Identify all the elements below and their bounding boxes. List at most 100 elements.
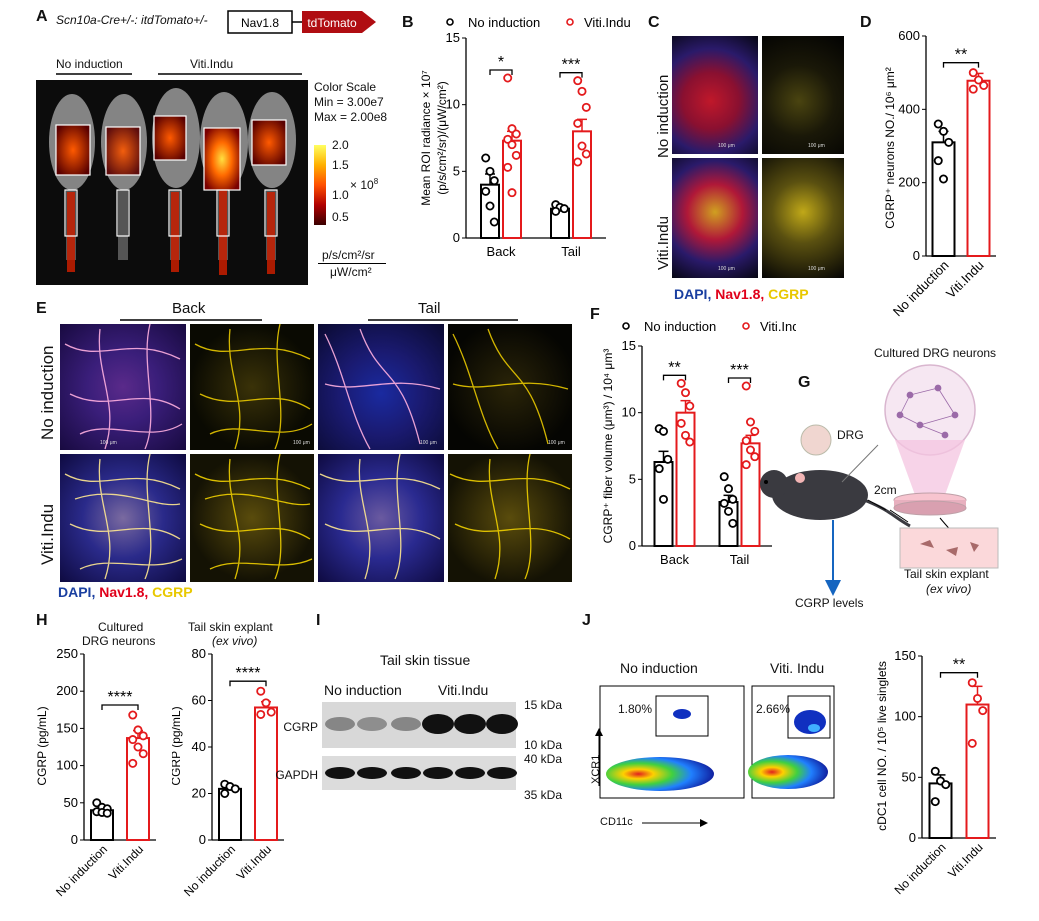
chart-h2-y-tick-label: 80 <box>192 646 206 661</box>
chart-f-viti-indu-bar <box>740 442 761 547</box>
chart-d-no-induction-data-point <box>933 119 943 129</box>
chart-f-no-induction-data-point <box>719 498 729 508</box>
e-tail-merge-viti <box>318 454 444 582</box>
g-schematic <box>760 364 999 596</box>
chart-d-x-tick-label: Viti.Indu <box>943 258 987 302</box>
panel-label-f: F <box>590 306 600 323</box>
chart-f-y-tick-label: 5 <box>629 471 636 486</box>
chart-j-y-tick-label: 0 <box>909 830 916 845</box>
e-back-merge-viti <box>60 454 186 582</box>
chart-h2-y-tick-label: 60 <box>192 693 206 708</box>
chart-j-significance-bracket <box>939 672 979 678</box>
e-col-tail: Tail <box>418 300 441 317</box>
i-blot <box>322 702 518 790</box>
chart-b-viti-indu-data-point <box>573 118 583 128</box>
i-band-cgrp-label: CGRP <box>283 720 318 734</box>
chart-b-viti-indu-data-point <box>577 86 587 96</box>
e-scale-3: 100 μm <box>420 440 437 446</box>
i-group-viti: Viti.Indu <box>438 682 489 698</box>
chart-j-no-induction-data-point <box>930 766 940 776</box>
chart-d-viti-indu-data-point <box>974 75 984 85</box>
chart-d-y-tick-label: 0 <box>913 248 920 263</box>
scale-min: Min = 3.00e7 <box>314 95 384 109</box>
chart-h1-significance-label: **** <box>108 689 133 706</box>
chart-b-significance-bracket <box>559 72 583 78</box>
scale-tick-1.5: 1.5 <box>332 158 349 172</box>
chart-b-2-y-label: (p/s/cm²/sr)/(μW/cm²) <box>435 81 449 195</box>
panel-label-b: B <box>402 14 414 31</box>
chart-b-no-induction-data-point <box>481 153 491 163</box>
e-scale-2: 100 μm <box>293 440 310 446</box>
c-scale-2: 100 μm <box>808 143 825 149</box>
chart-h1-y-tick-label: 200 <box>56 683 78 698</box>
color-scale-bar <box>314 145 326 225</box>
chart-f: 0 5 10 15 Back ** Tail *** No induction Viti.Indu… <box>601 319 796 567</box>
chart-f-significance-label: ** <box>668 359 680 376</box>
chart-h1-viti-indu-data-point <box>128 758 138 768</box>
chart-f-legend-marker-no-induction <box>622 322 630 330</box>
chart-f-x-tick-label: Tail <box>730 552 750 567</box>
chart-f-legend-marker-viti <box>742 322 750 330</box>
e-col-lines <box>120 319 518 321</box>
chart-h1-viti-indu-data-point <box>128 710 138 720</box>
chart-f-legend-no-induction: No induction <box>644 319 716 334</box>
chart-h1-x-tick-label: Viti.Indu <box>106 842 146 882</box>
e-row-no-induction: No induction <box>38 345 57 440</box>
genotype-label: Scn10a-Cre+/-: itdTomato+/- <box>56 13 208 27</box>
g-explant-label: Tail skin explant <box>904 567 989 581</box>
chart-f-significance-bracket <box>662 374 687 381</box>
i-band-gapdh-label: GAPDH <box>275 768 318 782</box>
chart-j-no-induction-data-point <box>930 797 940 807</box>
scale-tick-1.0: 1.0 <box>332 188 349 202</box>
chart-f-viti-indu-data-point <box>741 381 751 391</box>
panel-label-i: I <box>316 612 321 629</box>
e-back-cgrp-no <box>190 324 314 450</box>
c-row-viti: Viti.Indu <box>655 216 672 270</box>
chart-b-viti-indu-data-point <box>507 140 517 150</box>
panel-label-j: J <box>582 612 591 629</box>
j-flow-viti-title: Viti. Indu <box>770 660 825 676</box>
chart-h1-y-tick-label: 0 <box>71 832 78 847</box>
panel-label-g: G <box>798 374 811 391</box>
chart-f-no-induction-data-point <box>654 464 664 474</box>
chart-h1-y-tick-label: 100 <box>56 758 78 773</box>
c-row-no-induction: No induction <box>655 74 672 158</box>
chart-b-viti-indu-data-point <box>503 162 513 172</box>
chart-f-legend-viti: Viti.Indu <box>760 319 796 334</box>
construct-nav-text: Nav1.8 <box>241 16 279 30</box>
h-sub1-line1: Cultured <box>98 620 144 634</box>
chart-f-no-induction-bar <box>653 461 674 547</box>
g-levels-label: CGRP levels <box>795 596 864 610</box>
chart-h2-x-tick-label: Viti.Indu <box>234 842 274 882</box>
chart-f-y-label: CGRP⁺ fiber volume (μm³) / 10⁴ μm³ <box>601 349 615 544</box>
chart-f-no-induction-data-point <box>659 494 669 504</box>
chart-b-y-tick-label: 0 <box>453 230 460 245</box>
chart-f-significance-bracket <box>727 377 752 383</box>
chart-f-viti-indu-data-point <box>750 426 760 436</box>
chart-j-no-induction-bar <box>928 782 953 839</box>
chart-b-significance-bracket <box>489 69 513 75</box>
scale-title: Color Scale <box>314 80 377 94</box>
i-kda-10: 10 kDa <box>524 738 563 752</box>
chart-d-viti-indu-bar <box>966 79 991 257</box>
chart-f-significance-label: *** <box>730 362 749 379</box>
chart-b-viti-indu-data-point <box>581 102 591 112</box>
chart-f-y-tick-label: 10 <box>622 405 636 420</box>
e-scale-1: 100 μm <box>100 440 117 446</box>
chart-b-viti-indu-data-point <box>511 129 521 139</box>
chart-j-viti-indu-data-point <box>967 738 977 748</box>
chart-d-y-tick-label: 400 <box>898 101 920 116</box>
chart-f-no-induction-data-point <box>728 494 738 504</box>
chart-b-x-tick-label: Tail <box>561 244 581 259</box>
chart-j-y-tick-label: 100 <box>894 709 916 724</box>
h-sub2-line2: (ex vivo) <box>212 634 258 648</box>
c-merge-no-induction <box>672 36 758 154</box>
chart-b-no-induction-data-point <box>551 206 561 216</box>
chart-f-viti-indu-data-point <box>676 418 686 428</box>
chart-h2-y-tick-label: 0 <box>199 832 206 847</box>
chart-h2-y-tick-label: 40 <box>192 739 206 754</box>
radiance-unit-top: p/s/cm²/sr <box>322 248 375 262</box>
chart-j-y-tick-label: 150 <box>894 648 916 663</box>
c-scale-3: 100 μm <box>718 266 735 272</box>
